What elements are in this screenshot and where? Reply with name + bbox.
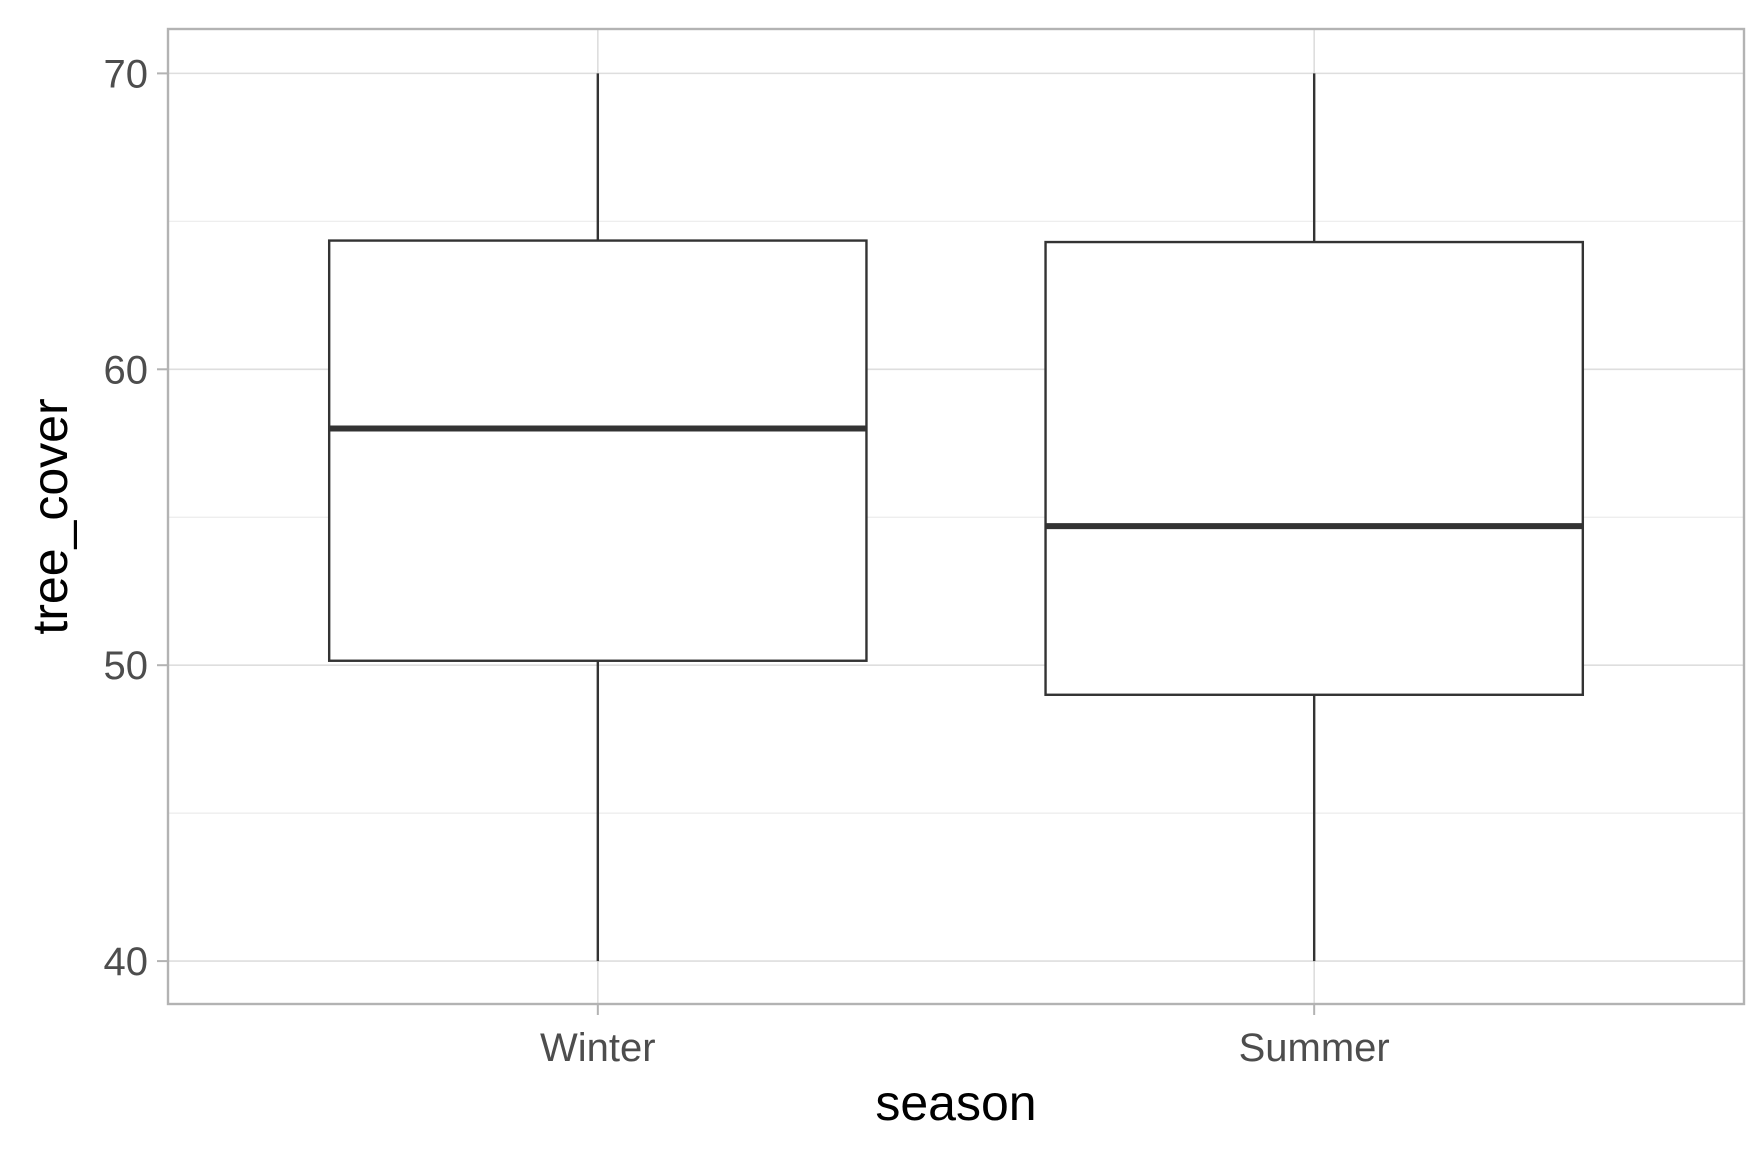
y-axis-ticks: 40 50 60 70: [104, 52, 168, 984]
y-axis-title: tree_cover: [22, 398, 78, 634]
x-tick-label: Winter: [540, 1026, 656, 1070]
y-tick-label: 50: [104, 644, 149, 688]
x-axis-title: season: [875, 1075, 1036, 1131]
x-axis-ticks: Winter Summer: [540, 1004, 1390, 1070]
box-iqr: [327, 239, 868, 662]
box-series: [327, 73, 1585, 962]
panel-border: [166, 27, 1746, 1006]
boxplot-winter: [327, 73, 868, 962]
boxplot-summer: [1044, 73, 1585, 962]
x-tick-label: Summer: [1239, 1026, 1390, 1070]
box-iqr: [1044, 240, 1585, 696]
y-tick-label: 60: [104, 348, 149, 392]
y-tick-label: 40: [104, 940, 149, 984]
y-tick-label: 70: [104, 52, 149, 96]
